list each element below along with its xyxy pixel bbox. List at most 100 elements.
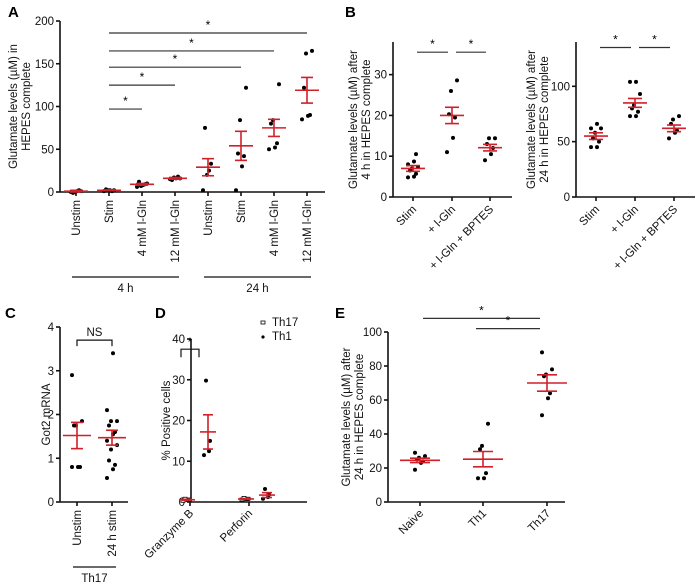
panel-b-right: 0 50 100 Glutamate levels (µM) after 24 h in… bbox=[526, 33, 695, 272]
x-tick-label: Unstim bbox=[71, 200, 83, 236]
data-point bbox=[111, 351, 115, 356]
data-point bbox=[109, 447, 113, 452]
significance-label: * bbox=[189, 36, 194, 50]
y-tick-label: 30 bbox=[172, 375, 185, 387]
y-tick-label: 80 bbox=[369, 361, 382, 373]
data-point bbox=[111, 467, 115, 472]
data-point bbox=[671, 117, 675, 122]
data-point bbox=[493, 136, 497, 141]
data-point bbox=[414, 152, 418, 157]
x-tick-label: 24 h stim bbox=[107, 510, 119, 557]
x-tick-label: 4 mM l-Gln bbox=[137, 200, 149, 256]
data-point bbox=[203, 125, 207, 130]
data-point bbox=[451, 135, 455, 140]
data-point bbox=[476, 476, 480, 481]
data-point bbox=[413, 467, 417, 472]
y-axis-label: Glutamate levels (µM) after bbox=[526, 50, 538, 189]
y-tick-label: 100 bbox=[363, 327, 382, 339]
x-tick-label: + l-Gln + BPTES bbox=[428, 203, 497, 272]
group-label: 4 h bbox=[118, 283, 134, 295]
panel-e: E 0 20 40 60 80 100 Glutamate levels (µM) after… bbox=[335, 303, 567, 537]
significance-label: * bbox=[188, 335, 193, 349]
data-point bbox=[204, 378, 208, 383]
y-tick-label: 200 bbox=[35, 16, 54, 28]
data-point bbox=[300, 117, 304, 122]
panel-label: B bbox=[345, 4, 356, 21]
data-point bbox=[482, 476, 486, 481]
data-point bbox=[628, 79, 632, 84]
data-point bbox=[209, 161, 213, 166]
data-point bbox=[548, 391, 552, 396]
legend-marker-th17 bbox=[260, 320, 266, 325]
data-point bbox=[484, 471, 488, 476]
significance-bracket bbox=[180, 348, 200, 358]
data-point bbox=[677, 114, 681, 119]
panel-c: C 0 1 2 3 4 Got2 mRNA Unstim 24 h stim Th17 NS bbox=[5, 305, 128, 585]
data-point bbox=[449, 88, 453, 93]
y-tick-label: 0 bbox=[376, 497, 382, 509]
significance-label: * bbox=[613, 33, 618, 47]
data-point bbox=[634, 79, 638, 84]
x-tick-label: Unstim bbox=[72, 510, 84, 546]
x-tick-label: 12 mM l-Gln bbox=[302, 200, 314, 263]
y-tick-label: 50 bbox=[557, 137, 570, 149]
data-point bbox=[109, 419, 113, 424]
panel-d: D 0 10 20 30 40 % Positive cells Granzyme B Perf… bbox=[142, 305, 307, 561]
data-point bbox=[550, 367, 554, 372]
significance-label: * bbox=[469, 37, 474, 51]
data-point bbox=[634, 114, 638, 119]
data-point bbox=[483, 158, 487, 163]
data-point bbox=[486, 421, 490, 426]
data-point bbox=[595, 145, 599, 150]
group-label: Th17 bbox=[81, 573, 107, 585]
y-tick-label: 100 bbox=[35, 102, 54, 114]
legend-label: Th17 bbox=[272, 317, 298, 329]
y-tick-label: 0 bbox=[48, 187, 54, 199]
x-tick-label: + l-Gln bbox=[608, 204, 641, 237]
x-tick-label: 12 mM l-Gln bbox=[170, 200, 182, 263]
data-point bbox=[275, 141, 279, 146]
data-point bbox=[480, 443, 484, 448]
data-point bbox=[595, 121, 599, 126]
y-axis-label: Glutamate levels (µM) after bbox=[348, 50, 360, 189]
y-tick-label: 100 bbox=[551, 81, 570, 93]
group-label: 24 h bbox=[246, 283, 268, 295]
data-point bbox=[208, 438, 212, 443]
data-point bbox=[273, 145, 277, 150]
data-point bbox=[597, 139, 601, 144]
y-tick-label: 60 bbox=[369, 395, 382, 407]
y-tick-label: 50 bbox=[41, 144, 54, 156]
y-tick-label: 20 bbox=[369, 463, 382, 475]
data-point bbox=[489, 152, 493, 157]
significance-label: * bbox=[123, 94, 128, 108]
data-point bbox=[113, 462, 117, 467]
data-point bbox=[589, 126, 593, 131]
y-tick-label: 0 bbox=[564, 192, 570, 204]
data-point bbox=[236, 151, 240, 156]
data-point bbox=[487, 136, 491, 141]
significance-bracket bbox=[76, 339, 113, 347]
significance-label: * bbox=[479, 303, 484, 317]
panel-label: D bbox=[155, 305, 166, 322]
data-point bbox=[455, 78, 459, 83]
x-tick-label: Stim bbox=[577, 204, 602, 229]
x-tick-label: Naive bbox=[397, 508, 426, 537]
y-tick-label: 150 bbox=[35, 59, 54, 71]
data-point bbox=[107, 423, 111, 428]
y-tick-label: 30 bbox=[374, 70, 387, 82]
x-tick-label: Stim bbox=[104, 200, 116, 223]
data-point bbox=[244, 85, 248, 90]
data-point bbox=[202, 453, 206, 458]
data-point bbox=[242, 154, 246, 159]
panel-label: E bbox=[335, 305, 345, 322]
significance-label: * bbox=[506, 314, 511, 328]
panel-label: C bbox=[5, 305, 16, 322]
data-point bbox=[308, 113, 312, 118]
data-point bbox=[263, 486, 267, 491]
y-tick-label: 3 bbox=[48, 366, 54, 378]
x-tick-label: Unstim bbox=[203, 200, 215, 236]
y-tick-label: 10 bbox=[172, 456, 185, 468]
y-tick-label: 0 bbox=[48, 497, 54, 509]
data-point bbox=[412, 174, 416, 179]
data-point bbox=[105, 438, 109, 443]
